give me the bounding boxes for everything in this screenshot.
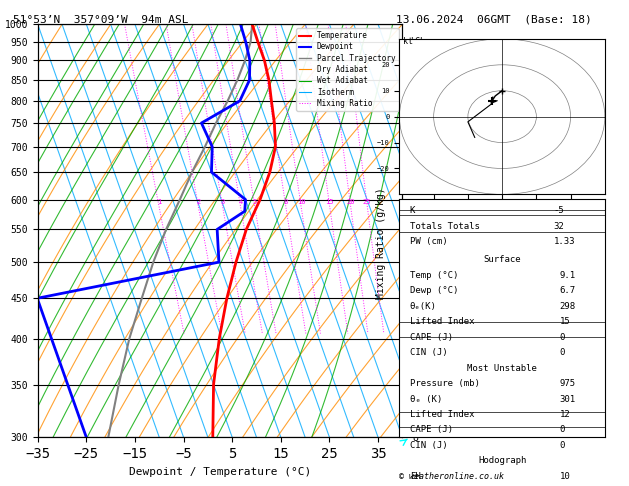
Text: 15: 15	[560, 317, 571, 326]
Text: Most Unstable: Most Unstable	[467, 364, 537, 373]
Text: 3: 3	[220, 199, 225, 206]
Text: PW (cm): PW (cm)	[409, 237, 447, 246]
Text: CIN (J): CIN (J)	[409, 348, 447, 357]
X-axis label: Dewpoint / Temperature (°C): Dewpoint / Temperature (°C)	[129, 467, 311, 477]
Text: Temp (°C): Temp (°C)	[409, 271, 458, 280]
Text: 10: 10	[297, 199, 305, 206]
Text: Totals Totals: Totals Totals	[409, 222, 479, 231]
Text: 12: 12	[560, 410, 571, 419]
Text: 1.33: 1.33	[554, 237, 575, 246]
Text: θₑ(K): θₑ(K)	[409, 302, 437, 311]
Text: 9.1: 9.1	[560, 271, 576, 280]
Text: 13.06.2024  06GMT  (Base: 18): 13.06.2024 06GMT (Base: 18)	[396, 15, 592, 25]
Text: 6.7: 6.7	[560, 286, 576, 295]
Text: CAPE (J): CAPE (J)	[409, 332, 453, 342]
Text: Lifted Index: Lifted Index	[409, 410, 474, 419]
Text: Hodograph: Hodograph	[478, 456, 526, 466]
Text: 298: 298	[560, 302, 576, 311]
Text: 1: 1	[157, 199, 161, 206]
Text: 51°53’N  357°09’W  94m ASL: 51°53’N 357°09’W 94m ASL	[13, 15, 188, 25]
Text: LCL: LCL	[409, 37, 425, 46]
Text: 2: 2	[196, 199, 200, 206]
Legend: Temperature, Dewpoint, Parcel Trajectory, Dry Adiabat, Wet Adiabat, Isotherm, Mi: Temperature, Dewpoint, Parcel Trajectory…	[296, 28, 399, 111]
Text: 8: 8	[284, 199, 288, 206]
Text: Mixing Ratio (g/kg): Mixing Ratio (g/kg)	[376, 187, 386, 299]
Text: CIN (J): CIN (J)	[409, 441, 447, 450]
Text: Lifted Index: Lifted Index	[409, 317, 474, 326]
Text: Surface: Surface	[483, 255, 521, 264]
Text: 0: 0	[560, 441, 565, 450]
Text: 0: 0	[560, 348, 565, 357]
Text: 20: 20	[347, 199, 355, 206]
Y-axis label: km
ASL: km ASL	[423, 222, 445, 240]
Text: Dewp (°C): Dewp (°C)	[409, 286, 458, 295]
Text: 975: 975	[560, 379, 576, 388]
Text: 4: 4	[238, 199, 242, 206]
Text: 25: 25	[363, 199, 371, 206]
Text: © weatheronline.co.uk: © weatheronline.co.uk	[399, 472, 504, 481]
Text: 10: 10	[560, 472, 571, 481]
Text: kt: kt	[403, 37, 413, 46]
Text: 0: 0	[560, 332, 565, 342]
Text: K: K	[409, 207, 415, 215]
Text: EH: EH	[409, 472, 420, 481]
Text: 15: 15	[325, 199, 334, 206]
Text: 0: 0	[560, 425, 565, 434]
Text: CAPE (J): CAPE (J)	[409, 425, 453, 434]
Text: Pressure (mb): Pressure (mb)	[409, 379, 479, 388]
Text: θₑ (K): θₑ (K)	[409, 395, 442, 403]
Text: 32: 32	[554, 222, 564, 231]
Text: 301: 301	[560, 395, 576, 403]
Text: -5: -5	[554, 207, 564, 215]
Text: 5: 5	[252, 199, 257, 206]
